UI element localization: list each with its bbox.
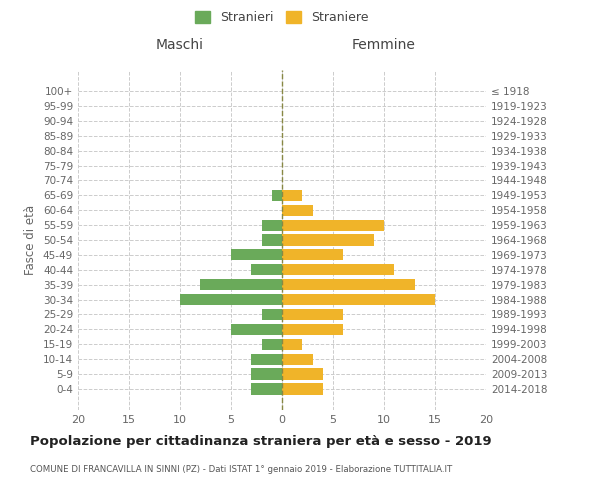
Bar	[282, 324, 343, 335]
Bar	[262, 338, 282, 350]
Bar	[251, 368, 282, 380]
Bar	[282, 220, 384, 230]
Bar	[262, 309, 282, 320]
Bar	[262, 220, 282, 230]
Bar	[282, 338, 302, 350]
Bar	[282, 294, 435, 305]
Text: Popolazione per cittadinanza straniera per età e sesso - 2019: Popolazione per cittadinanza straniera p…	[30, 435, 491, 448]
Bar	[282, 190, 302, 201]
Bar	[231, 324, 282, 335]
Bar	[282, 279, 415, 290]
Bar	[180, 294, 282, 305]
Bar	[251, 354, 282, 365]
Bar	[272, 190, 282, 201]
Bar	[282, 384, 323, 394]
Bar	[200, 279, 282, 290]
Bar	[282, 368, 323, 380]
Bar	[251, 264, 282, 276]
Bar	[262, 234, 282, 246]
Bar	[282, 309, 343, 320]
Text: COMUNE DI FRANCAVILLA IN SINNI (PZ) - Dati ISTAT 1° gennaio 2019 - Elaborazione : COMUNE DI FRANCAVILLA IN SINNI (PZ) - Da…	[30, 465, 452, 474]
Bar	[282, 250, 343, 260]
Bar	[231, 250, 282, 260]
Bar	[282, 234, 374, 246]
Y-axis label: Fasce di età: Fasce di età	[25, 205, 37, 275]
Bar	[251, 384, 282, 394]
Bar	[282, 264, 394, 276]
Text: Maschi: Maschi	[156, 38, 204, 52]
Bar	[282, 354, 313, 365]
Legend: Stranieri, Straniere: Stranieri, Straniere	[195, 11, 369, 24]
Text: Femmine: Femmine	[352, 38, 416, 52]
Bar	[282, 204, 313, 216]
